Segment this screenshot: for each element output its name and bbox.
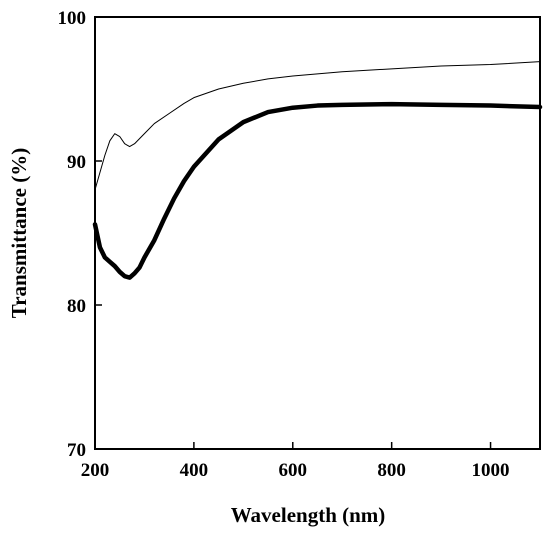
y-tick-label: 70: [67, 440, 86, 461]
y-tick-label: 100: [58, 8, 87, 29]
plot-frame: [94, 16, 541, 450]
series-line-thin: [94, 61, 541, 191]
x-tick-label: 600: [279, 460, 308, 481]
y-tick-label: 80: [67, 296, 86, 317]
x-axis-ticks: 200 400 600 800 1000: [81, 442, 510, 481]
y-axis-ticks: 70 80 90 100: [58, 8, 102, 461]
x-tick-label: 1000: [472, 460, 510, 481]
series-line-thick: [92, 101, 543, 280]
x-tick-label: 800: [377, 460, 406, 481]
series-layer: [92, 61, 543, 280]
x-tick-label: 200: [81, 460, 110, 481]
x-tick-label: 400: [180, 460, 209, 481]
x-axis-title: Wavelength (nm): [231, 503, 386, 527]
y-axis-title: Transmittance (%): [7, 148, 31, 319]
y-tick-label: 90: [67, 152, 86, 173]
